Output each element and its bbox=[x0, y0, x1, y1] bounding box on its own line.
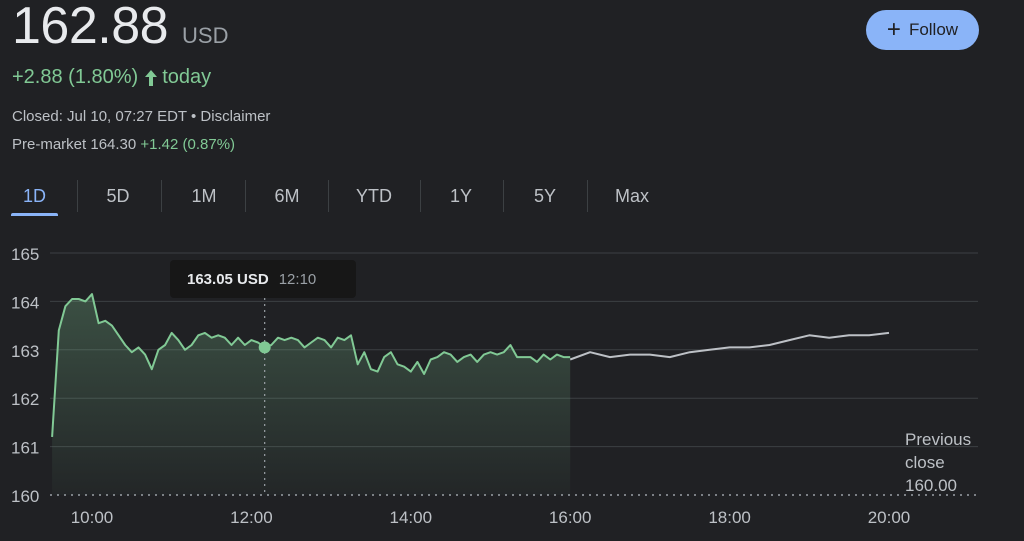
x-tick-label: 12:00 bbox=[230, 508, 273, 527]
premarket-change: +1.42 (0.87%) bbox=[140, 136, 236, 153]
range-tabs: 1D 5D 1M 6M YTD 1Y 5Y Max bbox=[0, 178, 680, 218]
y-tick-label: 165 bbox=[11, 245, 39, 264]
x-tick-label: 14:00 bbox=[390, 508, 433, 527]
after-hours-line bbox=[569, 331, 890, 361]
tab-divider bbox=[420, 180, 421, 212]
regular-session-area bbox=[52, 294, 571, 495]
tab-5d[interactable]: 5D bbox=[106, 186, 130, 206]
tooltip-value: 163.05 USD bbox=[187, 270, 269, 288]
tab-divider bbox=[503, 180, 504, 212]
x-tick-label: 18:00 bbox=[708, 508, 751, 527]
tab-divider bbox=[77, 180, 78, 212]
premarket-price: Pre-market 164.30 bbox=[12, 136, 137, 153]
tab-1m[interactable]: 1M bbox=[191, 186, 217, 206]
tab-max[interactable]: Max bbox=[614, 186, 649, 206]
change-suffix: today bbox=[162, 66, 212, 88]
tab-6m[interactable]: 6M bbox=[274, 186, 300, 206]
regular-session-line bbox=[51, 293, 571, 437]
tab-divider bbox=[587, 180, 588, 212]
arrow-up-icon bbox=[144, 69, 158, 87]
tab-divider bbox=[245, 180, 246, 212]
separator-dot: • bbox=[191, 108, 201, 125]
price-chart[interactable]: 160 161 162 163 164 165 10:00 12:00 14:00 16:00 18… bbox=[0, 230, 1024, 541]
crosshair-point bbox=[258, 341, 271, 354]
market-status: Closed: Jul 10, 07:27 EDT • Disclaimer bbox=[12, 108, 270, 125]
tooltip-time: 12:10 bbox=[278, 270, 317, 288]
currency-label: USD bbox=[182, 23, 229, 48]
previous-close-value: 160.00 bbox=[905, 476, 957, 495]
x-tick-label: 10:00 bbox=[71, 508, 114, 527]
x-tick-label: 16:00 bbox=[549, 508, 592, 527]
previous-close-line1: Previous bbox=[905, 430, 972, 449]
follow-label: Follow bbox=[908, 20, 959, 39]
y-tick-label: 162 bbox=[11, 390, 39, 409]
tab-divider bbox=[328, 180, 329, 212]
change-value: +2.88 (1.80%) bbox=[12, 66, 139, 88]
follow-button[interactable]: + Follow bbox=[866, 10, 979, 50]
tab-ytd[interactable]: YTD bbox=[356, 186, 392, 206]
disclaimer-link[interactable]: Disclaimer bbox=[200, 108, 271, 125]
chart-tooltip: 163.05 USD 12:10 bbox=[170, 260, 356, 298]
plus-icon: + bbox=[886, 16, 901, 43]
y-tick-label: 164 bbox=[11, 293, 39, 312]
y-tick-label: 161 bbox=[11, 439, 39, 458]
x-tick-label: 20:00 bbox=[868, 508, 911, 527]
previous-close-line2: close bbox=[905, 453, 945, 472]
tab-divider bbox=[161, 180, 162, 212]
tab-1y[interactable]: 1Y bbox=[449, 186, 473, 206]
y-tick-label: 160 bbox=[11, 487, 39, 506]
premarket-row: Pre-market 164.30 +1.42 (0.87%) bbox=[12, 136, 235, 153]
current-price: 162.88 bbox=[12, 0, 169, 55]
y-tick-label: 163 bbox=[11, 342, 39, 361]
tab-1d[interactable]: 1D bbox=[11, 178, 58, 216]
previous-close-label: Previous close 160.00 bbox=[905, 428, 1015, 497]
closed-text: Closed: Jul 10, 07:27 EDT bbox=[12, 108, 187, 125]
tab-5y[interactable]: 5Y bbox=[533, 186, 557, 206]
quote-header: 162.88 USD bbox=[12, 0, 229, 56]
price-change: +2.88 (1.80%) today bbox=[12, 66, 211, 89]
